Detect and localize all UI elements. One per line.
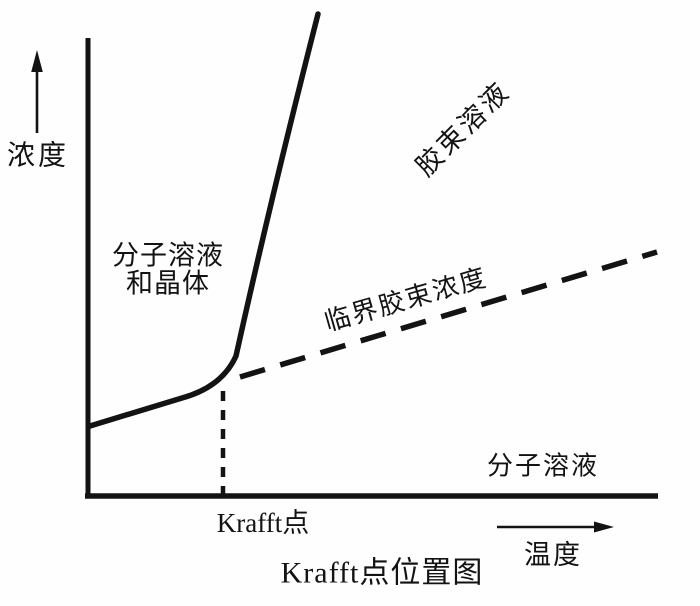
region-label-line2: 和晶体 (126, 269, 210, 299)
krafft-point-label: Krafft点 (216, 507, 310, 538)
temperature-arrow-icon (594, 521, 614, 533)
figure-title: Krafft点位置图 (280, 556, 484, 590)
x-axis-label: 温度 (524, 539, 582, 570)
y-axis-label: 浓度 (6, 140, 70, 172)
region-label-molecular-solution: 分子溶液 (486, 451, 600, 481)
region-label-line1: 分子溶液 (112, 240, 224, 271)
concentration-arrow-icon (31, 50, 43, 72)
solubility-curve (87, 11, 321, 429)
cmc-dashed-line (239, 249, 658, 380)
region-label-molecular-solution-and-crystals: 分子溶液 和晶体 (112, 240, 224, 299)
